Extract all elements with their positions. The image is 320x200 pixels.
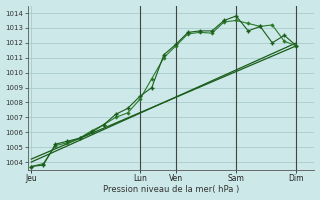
- X-axis label: Pression niveau de la mer( hPa ): Pression niveau de la mer( hPa ): [103, 185, 239, 194]
